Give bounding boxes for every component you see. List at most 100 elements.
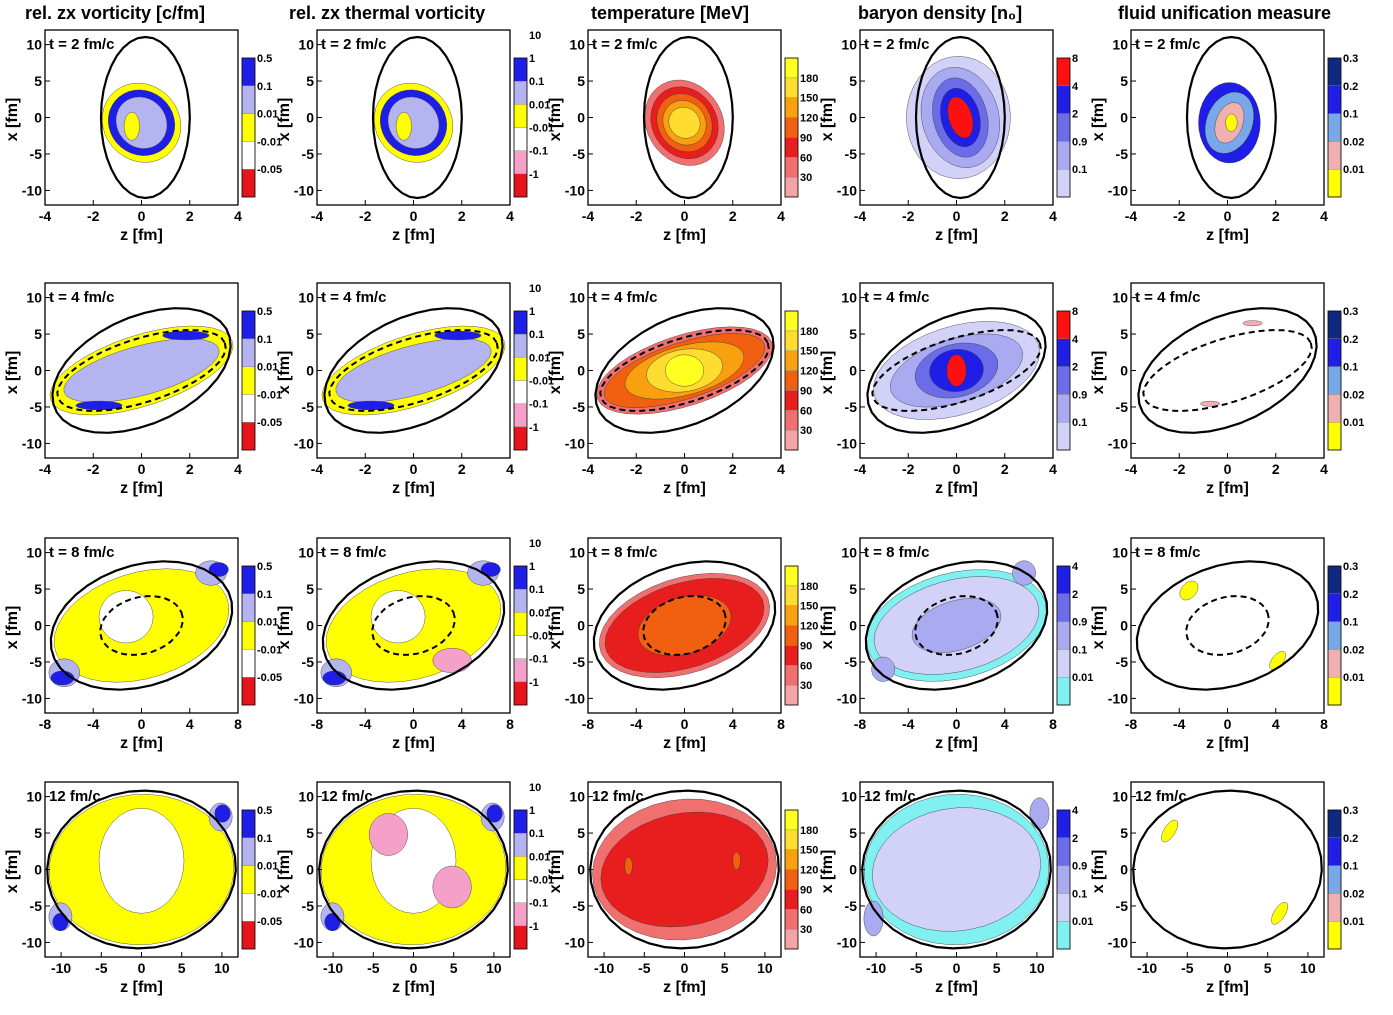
x-tick-label: 0 — [681, 208, 689, 224]
contour-region — [432, 648, 472, 674]
colorbar-segment — [1327, 422, 1342, 451]
initial-boundary-dashed — [1185, 595, 1270, 656]
x-axis-label: z [fm] — [120, 735, 163, 752]
contour-fills — [642, 35, 734, 200]
colorbar-segment — [784, 330, 799, 351]
colorbar-segment — [784, 605, 799, 626]
y-tick-label: -10 — [1108, 182, 1128, 198]
y-tick-label: 0 — [1120, 862, 1128, 878]
x-tick-label: 0 — [1224, 960, 1232, 976]
colorbar-label: -0.01 — [257, 644, 282, 656]
x-tick-label: 4 — [1001, 716, 1009, 732]
contour-region — [98, 808, 185, 914]
y-tick-label: 10 — [298, 789, 314, 805]
x-tick-label: 0 — [138, 208, 146, 224]
time-label: t = 4 fm/c — [592, 289, 657, 306]
colorbar-frame — [241, 565, 256, 706]
x-tick-label: -8 — [854, 716, 867, 732]
x-tick-label: -10 — [1137, 960, 1157, 976]
system-boundary-contour — [371, 35, 463, 200]
y-tick-label: 10 — [298, 37, 314, 53]
colorbar-label: -0.01 — [257, 136, 282, 148]
time-label: t = 2 fm/c — [864, 36, 929, 53]
colorbar-label: 0.01 — [1343, 164, 1364, 176]
y-axis-label: x [fm] — [547, 351, 564, 395]
x-tick-label: 2 — [1272, 208, 1280, 224]
colorbar: -1 -0.1 -0.01 0.01 0.1 1 10 — [513, 782, 554, 950]
x-tick-label: 2 — [186, 461, 194, 477]
initial-boundary-dashed — [914, 595, 999, 656]
colorbar-label: 60 — [800, 660, 812, 672]
colorbar-segment — [241, 85, 256, 114]
colorbar-label: 90 — [800, 640, 812, 652]
colorbar-segment — [241, 649, 256, 678]
x-tick-label: 0 — [953, 960, 961, 976]
x-tick-label: -2 — [87, 461, 100, 477]
contour-fills — [861, 789, 1052, 950]
system-boundary-contour — [49, 560, 234, 691]
colorbar-segment — [784, 310, 799, 332]
colorbar-frame — [513, 57, 528, 198]
colorbar-segment — [1056, 809, 1071, 838]
y-tick-label: -5 — [1116, 399, 1129, 415]
colorbar-segment — [513, 925, 528, 950]
y-tick-label: 5 — [34, 73, 42, 89]
colorbar-frame — [241, 57, 256, 198]
colorbar-label: 0.02 — [1343, 389, 1364, 401]
x-tick-label: 10 — [757, 960, 773, 976]
colorbar: 0.01 0.1 0.9 2 4 — [1056, 561, 1093, 706]
colorbar-label: 0.02 — [1343, 644, 1364, 656]
colorbar-segment — [784, 390, 799, 411]
colorbar-segment — [784, 565, 799, 587]
x-tick-label: 0 — [138, 461, 146, 477]
x-axis-label: z [fm] — [392, 735, 435, 752]
colorbar-label: 180 — [800, 326, 818, 338]
y-tick-label: -10 — [22, 435, 42, 451]
colorbar-label: 0.01 — [1072, 672, 1093, 684]
colorbar-label: 150 — [800, 346, 818, 358]
y-tick-label: -10 — [837, 182, 857, 198]
colorbar-segment — [784, 77, 799, 98]
panel-r1-c2: t = 2 fm/c 10 5 0 -5 -10 -4 -2 0 2 4 z [fm] x [fm] -1… — [276, 29, 554, 244]
y-tick-label: 5 — [34, 581, 42, 597]
contour-fills — [1185, 35, 1277, 200]
contour-region — [1225, 113, 1238, 132]
x-tick-label: 0 — [138, 716, 146, 732]
colorbar-segment — [513, 565, 528, 590]
x-tick-label: -4 — [1125, 461, 1138, 477]
y-tick-label: 0 — [34, 618, 42, 634]
colorbar-segment — [513, 333, 528, 358]
colorbar-segment — [513, 403, 528, 428]
panel-r4-c4: 12 fm/c 10 5 0 -5 -10 -10 -5 0 5 10 z [fm] x [fm] 0.0… — [819, 781, 1093, 996]
colorbar-segment — [1056, 677, 1071, 706]
x-tick-label: 2 — [1001, 461, 1009, 477]
contour-region — [432, 865, 472, 909]
colorbar-label: 0.5 — [257, 561, 272, 573]
y-axis-label: x [fm] — [819, 98, 836, 142]
time-label: t = 8 fm/c — [1135, 544, 1200, 561]
colorbar-frame — [784, 809, 799, 950]
contour-fills — [866, 307, 1047, 434]
colorbar-label: 1 — [529, 805, 535, 817]
colorbar-segment — [241, 310, 256, 339]
colorbar-label: -1 — [529, 921, 539, 933]
colorbar-frame — [1056, 310, 1071, 451]
colorbar-label: 30 — [800, 924, 812, 936]
colorbar-label: 10 — [529, 30, 541, 42]
contour-fills — [46, 789, 237, 950]
y-axis-label: x [fm] — [819, 850, 836, 894]
x-tick-label: -2 — [902, 461, 915, 477]
y-tick-label: -10 — [565, 690, 585, 706]
contour-region — [162, 330, 210, 341]
colorbar-frame — [784, 310, 799, 451]
system-boundary-contour — [914, 35, 1006, 200]
x-tick-label: 2 — [186, 208, 194, 224]
colorbar-label: 150 — [800, 601, 818, 613]
x-tick-label: -4 — [39, 461, 52, 477]
y-axis-label: x [fm] — [276, 351, 293, 395]
x-tick-label: -2 — [359, 461, 372, 477]
colorbar-label: 60 — [800, 405, 812, 417]
y-tick-label: 0 — [306, 110, 314, 126]
y-axis-label: x [fm] — [1090, 98, 1107, 142]
colorbar-label: 0.1 — [529, 584, 544, 596]
